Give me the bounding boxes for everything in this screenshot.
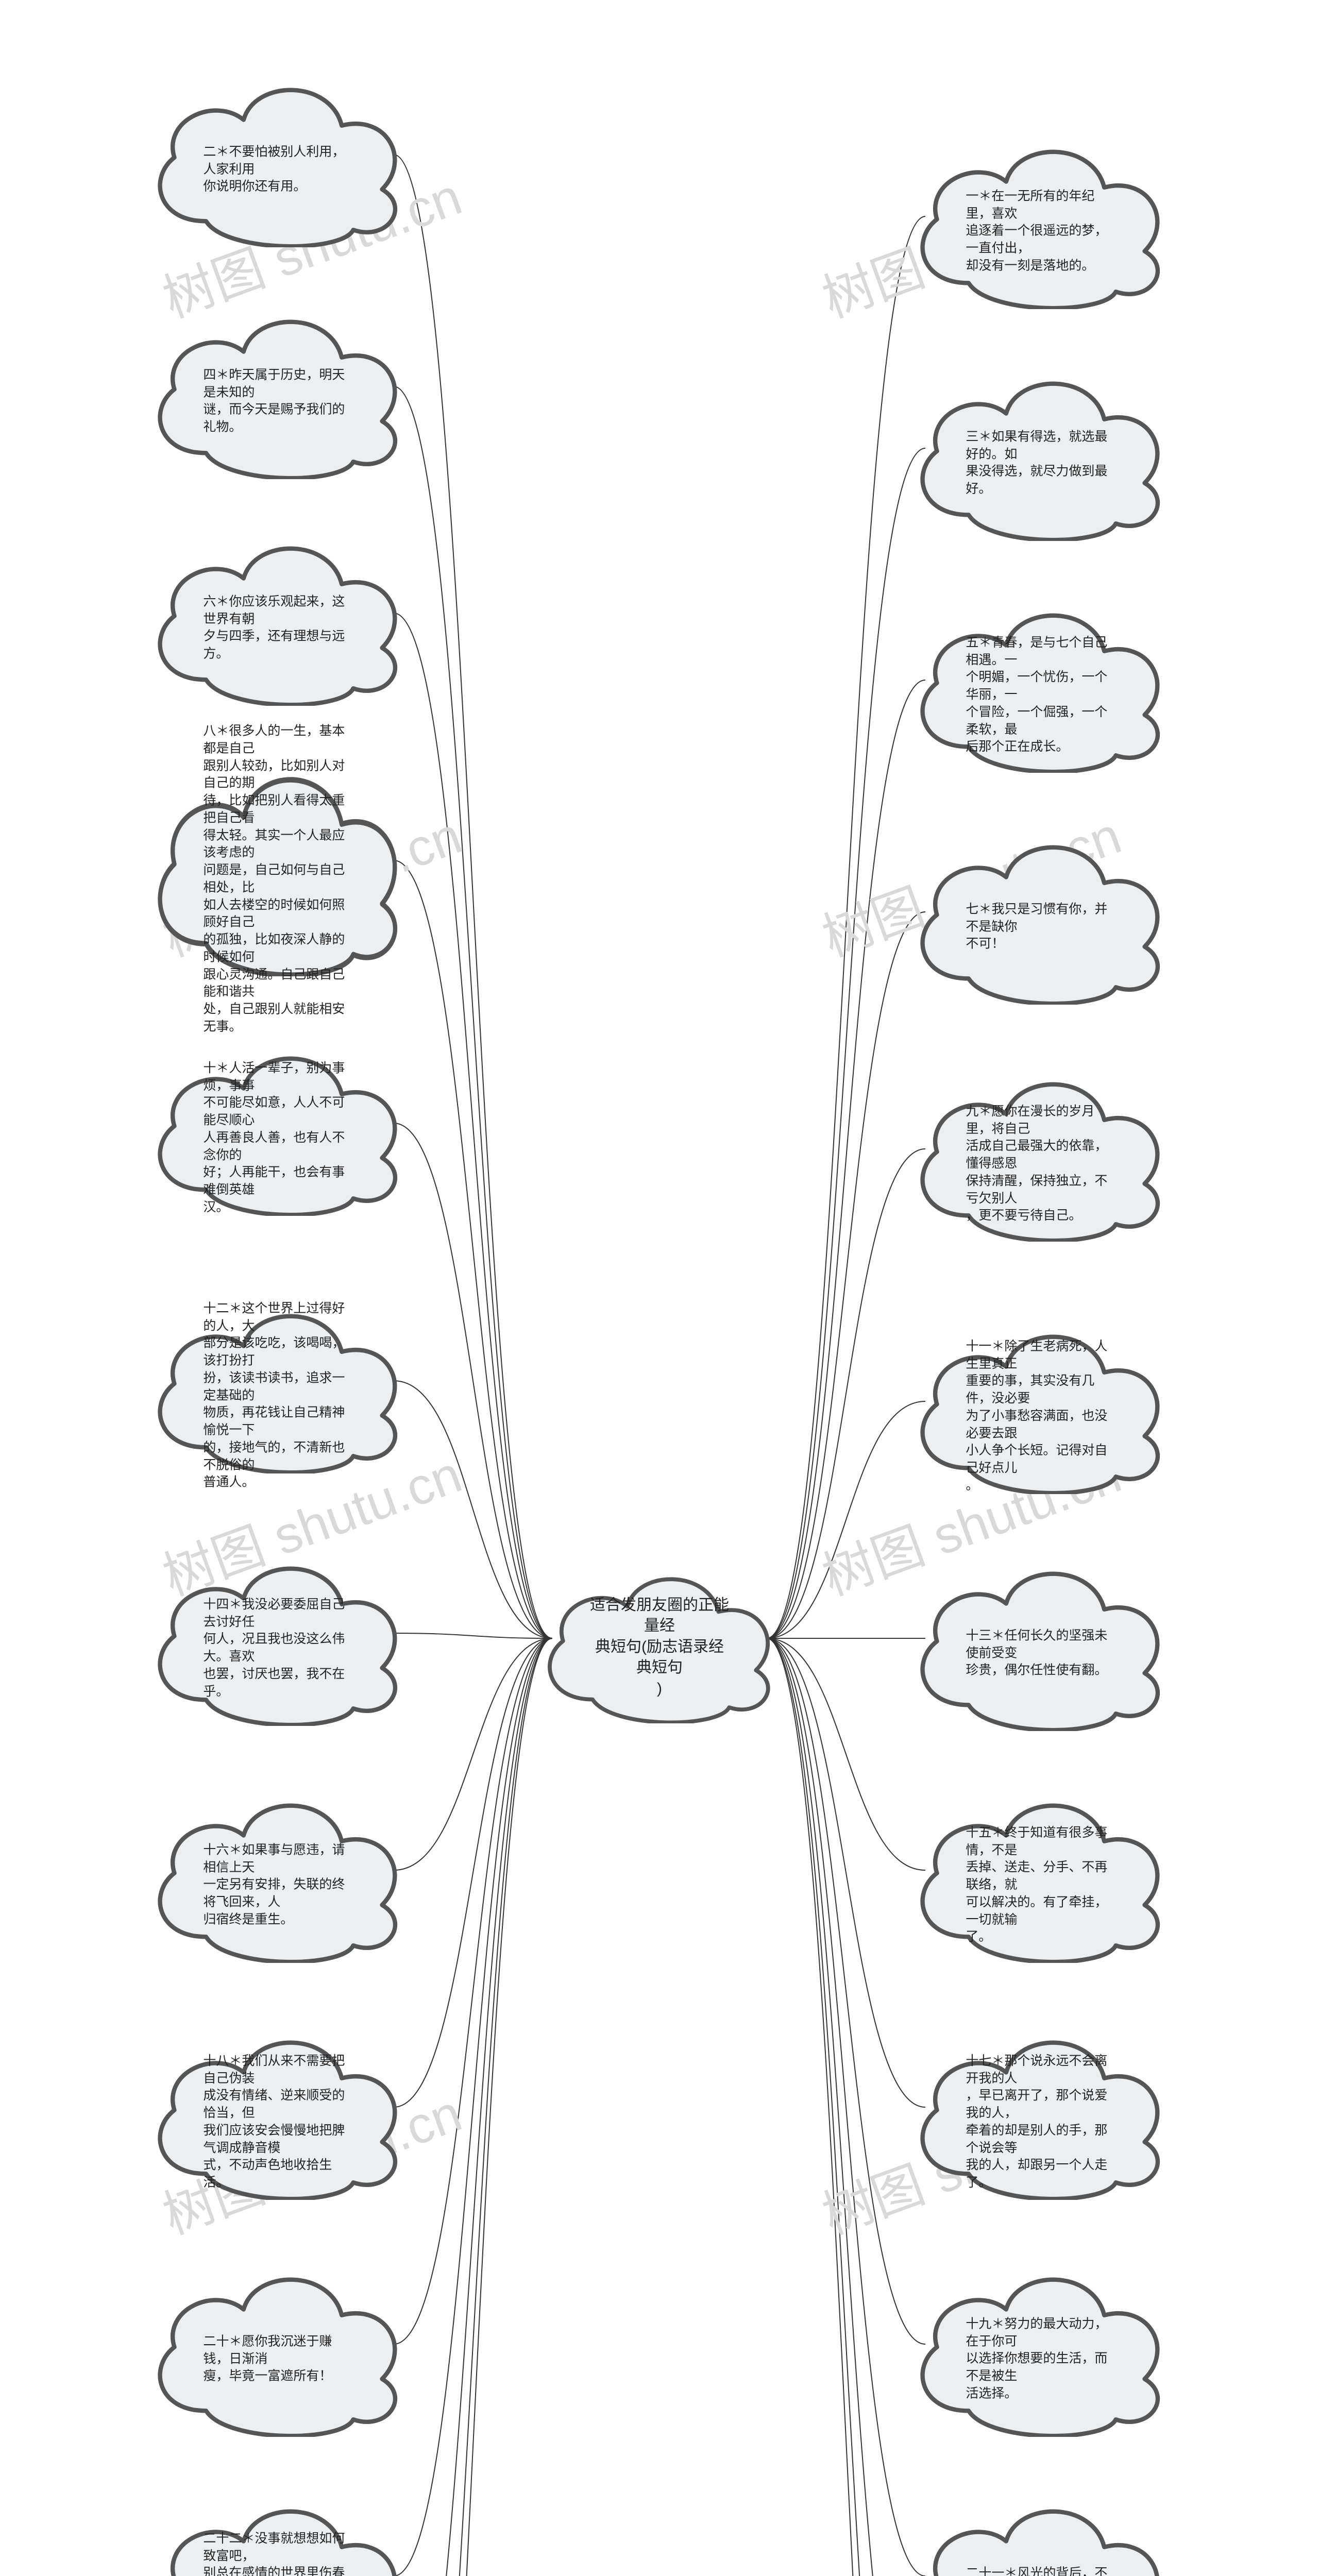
right-node-1-label: 一＊在一无所有的年纪里，喜欢 追逐着一个很遥远的梦，一直付出， 却没有一刻是落地… (966, 188, 1115, 275)
center-node: 适合发朋友圈的正能量经 典短句(励志语录经典短句 ) (526, 1553, 793, 1723)
right-node-2: 三＊如果有得选，就选最好的。如 果没得选，就尽力做到最好。 (897, 355, 1185, 541)
right-node-7-label: 十三＊任何长久的坚强未使前受变 珍贵，偶尔任性使有翻。 (966, 1627, 1115, 1679)
right-node-3: 五＊青春，是与七个自己相遇。一 个明媚，一个忧伤，一个华丽，一 个冒险，一个倔强… (897, 587, 1185, 773)
center-node-label: 适合发朋友圈的正能量经 典短句(励志语录经典短句 ) (590, 1595, 729, 1699)
edge (394, 1638, 552, 2344)
edge (767, 1638, 925, 2344)
edge (767, 912, 925, 1638)
left-node-7: 十四＊我没必要委屈自己去讨好任 何人，况且我也没这么伟大。喜欢 也罢，讨厌也罢，… (134, 1540, 422, 1726)
left-node-4-label: 八＊很多人的一生，基本都是自己 跟别人较劲，比如别人对自己的期 待，比如把别人看… (203, 722, 353, 1036)
left-node-10: 二十＊愿你我沉迷于赚钱，日渐消 瘦，毕竟一富遮所有！ (134, 2251, 422, 2437)
right-node-9: 十七＊那个说永远不会离开我的人 ，早已离开了，那个说爱我的人， 牵着的却是别人的… (897, 2014, 1185, 2200)
right-node-4-label: 七＊我只是习惯有你，并不是缺你 不可！ (966, 901, 1115, 953)
left-node-2-label: 四＊昨天属于历史，明天是未知的 谜，而今天是赐予我们的礼物。 (203, 366, 353, 436)
right-node-3-label: 五＊青春，是与七个自己相遇。一 个明媚，一个忧伤，一个华丽，一 个冒险，一个倔强… (966, 634, 1115, 756)
right-node-6-label: 十一＊除了生老病死，人生里真正 重要的事，其实没有几件，没必要 为了小事愁容满面… (966, 1338, 1115, 1495)
left-node-5-label: 十＊人活一辈子，别为事烦，事事 不可能尽如意，人人不可能尽顺心 人再善良人善，也… (203, 1060, 353, 1216)
mindmap-canvas: 树图 shutu.cn树图 shutu.cn树图 shutu.cn树图 shut… (0, 0, 1319, 2576)
right-node-8-label: 十五＊终于知道有很多事情，不是 丢掉、送走、分手、不再联络，就 可以解决的。有了… (966, 1824, 1115, 1946)
left-node-6-label: 十二＊这个世界上过得好的人，大 部分是该吃吃，该喝喝，该打扮打 扮，该读书读书，… (203, 1300, 353, 1491)
left-node-7-label: 十四＊我没必要委屈自己去讨好任 何人，况且我也没这么伟大。喜欢 也罢，讨厌也罢，… (203, 1596, 353, 1701)
left-node-6: 十二＊这个世界上过得好的人，大 部分是该吃吃，该喝喝，该打扮打 扮，该读书读书，… (134, 1288, 422, 1473)
left-node-2: 四＊昨天属于历史，明天是未知的 谜，而今天是赐予我们的礼物。 (134, 294, 422, 479)
right-node-5-label: 九＊愿你在漫长的岁月里，将自己 活成自己最强大的依靠，懂得感恩 保持清醒，保持独… (966, 1103, 1115, 1225)
right-node-11: 二十一＊风光的背后，不是沧桑， 就是肮脏。 (897, 2483, 1185, 2576)
right-node-7: 十三＊任何长久的坚强未使前受变 珍贵，偶尔任性使有翻。 (897, 1546, 1185, 1731)
left-node-8-label: 十六＊如果事与愿违，请相信上天 一定另有安排，失联的终将飞回来，人 归宿终是重生… (203, 1841, 353, 1928)
right-node-6: 十一＊除了生老病死，人生里真正 重要的事，其实没有几件，没必要 为了小事愁容满面… (897, 1309, 1185, 1494)
left-node-8: 十六＊如果事与愿违，请相信上天 一定另有安排，失联的终将飞回来，人 归宿终是重生… (134, 1777, 422, 1963)
left-node-11: 二十二＊没事就想想如何致富吧， 别总在感情的世界里伤春悲秋，捏 在手心的钱永远要… (134, 2483, 422, 2576)
left-node-10-label: 二十＊愿你我沉迷于赚钱，日渐消 瘦，毕竟一富遮所有！ (203, 2333, 353, 2385)
left-node-1-label: 二＊不要怕被别人利用，人家利用 你说明你还有用。 (203, 143, 353, 195)
left-node-3-label: 六＊你应该乐观起来，这世界有朝 夕与四季，还有理想与远方。 (203, 593, 353, 663)
right-node-10-label: 十九＊努力的最大动力，在于你可 以选择你想要的生活，而不是被生 活选择。 (966, 2315, 1115, 2402)
left-node-5: 十＊人活一辈子，别为事烦，事事 不可能尽如意，人人不可能尽顺心 人再善良人善，也… (134, 1030, 422, 1216)
right-node-1: 一＊在一无所有的年纪里，喜欢 追逐着一个很遥远的梦，一直付出， 却没有一刻是落地… (897, 124, 1185, 309)
right-node-5: 九＊愿你在漫长的岁月里，将自己 活成自己最强大的依靠，懂得感恩 保持清醒，保持独… (897, 1056, 1185, 1242)
left-node-1: 二＊不要怕被别人利用，人家利用 你说明你还有用。 (134, 62, 422, 247)
left-node-3: 六＊你应该乐观起来，这世界有朝 夕与四季，还有理想与远方。 (134, 520, 422, 706)
edge (394, 860, 552, 1638)
left-node-9: 十八＊我们从来不需要把自己伪装 成没有情绪、逆来顺受的恰当，但 我们应该安会慢慢… (134, 2014, 422, 2200)
left-node-9-label: 十八＊我们从来不需要把自己伪装 成没有情绪、逆来顺受的恰当，但 我们应该安会慢慢… (203, 2053, 353, 2192)
right-node-8: 十五＊终于知道有很多事情，不是 丢掉、送走、分手、不再联络，就 可以解决的。有了… (897, 1777, 1185, 1963)
right-node-11-label: 二十一＊风光的背后，不是沧桑， 就是肮脏。 (966, 2565, 1115, 2576)
right-node-4: 七＊我只是习惯有你，并不是缺你 不可！ (897, 819, 1185, 1005)
right-node-10: 十九＊努力的最大动力，在于你可 以选择你想要的生活，而不是被生 活选择。 (897, 2251, 1185, 2437)
right-node-9-label: 十七＊那个说永远不会离开我的人 ，早已离开了，那个说爱我的人， 牵着的却是别人的… (966, 2053, 1115, 2192)
left-node-11-label: 二十二＊没事就想想如何致富吧， 别总在感情的世界里伤春悲秋，捏 在手心的钱永远要… (203, 2530, 353, 2576)
left-node-4: 八＊很多人的一生，基本都是自己 跟别人较劲，比如别人对自己的期 待，比如把别人看… (134, 744, 422, 976)
right-node-2-label: 三＊如果有得选，就选最好的。如 果没得选，就尽力做到最好。 (966, 428, 1115, 498)
